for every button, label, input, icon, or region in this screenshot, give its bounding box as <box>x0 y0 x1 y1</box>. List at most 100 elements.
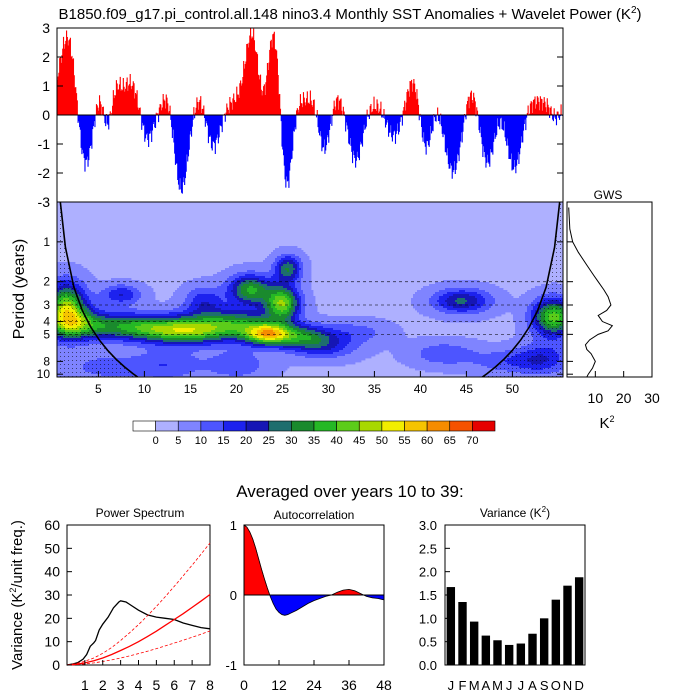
wavelet-power-cell <box>515 330 530 333</box>
colorbar-box <box>132 420 156 432</box>
wavelet-power-cell <box>199 358 208 361</box>
wavelet-power-cell <box>527 310 532 313</box>
wavelet-power-cell <box>303 272 312 275</box>
wavelet-power-cell <box>297 270 300 273</box>
wavelet-power-cell <box>361 344 440 347</box>
wavelet-power-cell <box>109 296 134 299</box>
wavelet-power-cell <box>513 314 526 317</box>
wavelet-power-cell <box>117 288 128 291</box>
wavelet-xtick-label: 25 <box>276 382 290 396</box>
wavelet-power-cell <box>169 298 186 301</box>
wavelet-power-cell <box>439 344 450 347</box>
wavelet-power-cell <box>69 274 94 277</box>
power-spectrum-xtick-label: 2 <box>99 677 107 693</box>
wavelet-power-cell <box>281 314 290 317</box>
variance-xtick-label: N <box>563 678 572 693</box>
wavelet-power-cell <box>293 260 298 263</box>
variance-bar <box>458 602 467 665</box>
wavelet-power-cell <box>429 360 506 363</box>
wavelet-power-cell <box>301 302 306 305</box>
wavelet-power-cell <box>279 304 286 307</box>
wavelet-power-cell <box>209 302 244 305</box>
power-spectrum-xtick-label: 8 <box>206 677 214 693</box>
wavelet-power-cell <box>297 272 300 275</box>
wavelet-power-cell <box>443 362 458 365</box>
wavelet-power-cell <box>297 300 300 303</box>
wavelet-power-cell <box>289 332 296 335</box>
wavelet-power-cell <box>285 268 290 271</box>
wavelet-power-cell <box>79 284 88 287</box>
wavelet-power-cell <box>77 296 82 299</box>
wavelet-power-cell <box>305 330 316 333</box>
wavelet-power-cell <box>133 296 142 299</box>
wavelet-power-cell <box>353 324 400 327</box>
cone-stipple <box>57 202 563 377</box>
wavelet-power-cell <box>301 296 306 299</box>
colorbar: 0 5 10 15 20 25 30 35 40 45 50 55 60 65 70 <box>132 420 496 447</box>
wavelet-power-cell <box>293 270 298 273</box>
wavelet-power-cell <box>105 288 118 291</box>
wavelet-power-cell <box>257 280 266 283</box>
wavelet-power-cell <box>305 300 316 303</box>
wavelet-power-cell <box>185 300 194 303</box>
wavelet-power-cell <box>293 288 298 291</box>
wavelet-power-cell <box>475 296 484 299</box>
colorbar-box <box>313 420 337 432</box>
wavelet-power-cell <box>331 332 350 335</box>
wavelet-power-cell <box>203 332 216 335</box>
wavelet-power-cell <box>189 306 200 309</box>
wavelet-power-cell <box>281 334 286 337</box>
wavelet-power-cell <box>283 328 288 331</box>
wavelet-power-cell <box>303 290 314 293</box>
wavelet-power-cell <box>301 312 306 315</box>
wavelet-power-cell <box>301 286 312 289</box>
colorbar-label: 65 <box>444 435 456 447</box>
autocorrelation-line <box>243 524 385 616</box>
wavelet-power-cell <box>93 332 122 335</box>
wavelet-power-cell <box>135 302 184 305</box>
wavelet-power-cell <box>449 344 528 347</box>
wavelet-power-cell <box>295 258 302 261</box>
wavelet-power-cell <box>277 256 286 259</box>
wavelet-power-cell <box>119 324 142 327</box>
wavelet-power-cell <box>273 300 280 303</box>
wavelet-power-cell <box>349 332 376 335</box>
wavelet-power-cell <box>435 318 490 321</box>
autocorrelation-title: Autocorrelation <box>274 508 355 522</box>
wavelet-power-cell <box>279 276 296 279</box>
wavelet-power-cell <box>525 320 532 323</box>
wavelet-power-cell <box>305 322 322 325</box>
wavelet-power-cell <box>137 288 154 291</box>
wavelet-power-cell <box>289 284 296 287</box>
wavelet-power-cell <box>247 290 258 293</box>
wavelet-power-cell <box>279 314 282 317</box>
wavelet-power-cell <box>255 370 286 373</box>
wavelet-power-cell <box>291 294 294 297</box>
wavelet-power-cell <box>89 318 94 321</box>
wavelet-power-cell <box>297 334 308 337</box>
wavelet-power-cell <box>291 300 294 303</box>
wavelet-power-cell <box>271 294 288 297</box>
wavelet-power-cell <box>189 312 202 315</box>
wavelet-power-cell <box>263 324 268 327</box>
wavelet-power-cell <box>295 280 302 283</box>
gws-xtick-label: 20 <box>616 390 632 406</box>
wavelet-power-cell <box>123 340 146 343</box>
wavelet-power-cell <box>281 332 286 335</box>
wavelet-power-cell <box>297 288 302 291</box>
wavelet-power-cell <box>253 328 262 331</box>
variance-bar <box>528 633 537 665</box>
wavelet-power-cell <box>243 374 282 377</box>
wavelet-power-cell <box>123 294 134 297</box>
wavelet-power-cell <box>75 286 82 289</box>
wavelet-power-cell <box>237 298 244 301</box>
colorbar-box <box>358 420 383 432</box>
wavelet-power-cell <box>99 308 138 311</box>
wavelet-power-cell <box>85 312 90 315</box>
wavelet-power-cell <box>217 372 252 375</box>
wavelet-power-cell <box>203 338 222 341</box>
wavelet-power-cell <box>525 312 532 315</box>
wavelet-power-cell <box>259 342 320 345</box>
wavelet-power-cell <box>531 316 536 319</box>
wavelet-power-cell <box>193 278 228 281</box>
